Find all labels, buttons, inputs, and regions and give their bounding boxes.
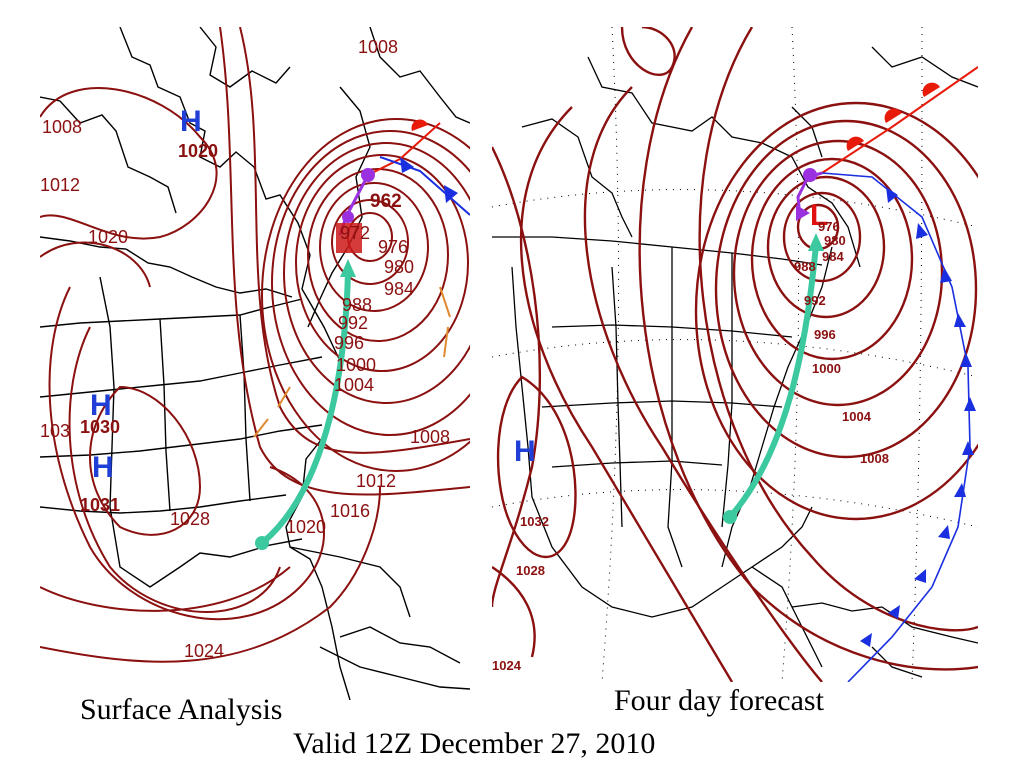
forecast-warm-front [821,66,978,174]
isobar-label: 1004 [842,409,872,424]
isobar-label: 1008 [42,117,82,137]
forecast-cold-front [821,172,971,682]
track-start-dot [255,536,269,550]
high-center-h-symbol: H [92,451,114,484]
warm-front-bump [846,136,864,151]
left-isobar-labels: 1008 1012 1020 1008 1024 1028 1020 1016 … [40,37,450,661]
track-arrowhead [340,259,356,277]
four-day-forecast-caption: Four day forecast [614,684,824,717]
isobar-label: 1016 [330,501,370,521]
left-coastlines [40,27,470,700]
cold-front-tooth [914,569,926,583]
forecast-fronts [796,66,978,682]
cold-front-tooth [860,633,872,647]
cold-front-tooth [400,157,414,173]
warm-front-bump [884,108,902,123]
track-arrowhead [808,233,824,251]
isobar-label: 992 [804,293,826,308]
isobar-label: 976 [378,237,408,257]
high-center-h-symbol: H [514,435,536,468]
forecast-coastlines [492,46,978,678]
high-pressure-label: 1031 [80,495,120,515]
occluded-front-bump [361,168,375,182]
low-center-l-symbol: L [810,199,828,232]
isobar-label: 980 [824,233,846,248]
isobar-label: 992 [338,313,368,333]
surface-analysis-map: H 1020 H 1030 H 1031 1008 1012 1020 1008… [40,27,470,700]
isobar-label: 976 [818,219,840,234]
four-day-forecast-map: H L 976 980 984 988 992 996 1000 1004 10… [492,27,978,682]
isobar-label: 1008 [358,37,398,57]
isobar-label: 1000 [812,361,841,376]
forecast-isobar-labels: 976 980 984 988 992 996 1000 1004 1008 1… [492,219,889,673]
cold-front-tooth [888,605,900,619]
cold-front-tooth [940,267,952,283]
valid-time-caption: Valid 12Z December 27, 2010 [293,727,656,760]
left-warm-front [367,122,441,176]
forecast-storm-track [723,233,824,524]
isobar-label: 984 [384,279,414,299]
isobar-label: 1012 [40,175,80,195]
cold-front-tooth [916,223,928,239]
isobar-label: 1012 [356,471,396,491]
isobar-label: 996 [814,327,836,342]
isobar-label: 1024 [184,641,224,661]
isobar-label: 1000 [336,355,376,375]
isobar-label: 1008 [410,427,450,447]
forecast-graticule [492,27,978,682]
isobar-label: 1020 [286,517,326,537]
left-trough [253,286,451,438]
isobar-label: 962 [370,191,402,212]
isobar-label: 988 [794,259,816,274]
high-pressure-label: 1020 [178,141,218,161]
left-storm-track [255,259,356,550]
forecast-isobars [492,27,978,682]
cold-front-tooth [964,397,976,411]
isobar-label: 1028 [170,509,210,529]
high-center-h-symbol: H [90,389,112,422]
cold-front-tooth [960,353,972,367]
warm-front-bump [411,119,428,131]
cold-front-tooth [954,483,966,497]
left-isobars [40,27,470,663]
isobar-label: 988 [342,295,372,315]
cold-front-tooth [954,313,966,327]
occluded-front-tooth [796,205,810,221]
isobar-label: 1028 [516,563,545,578]
isobar-label: 996 [334,333,364,353]
isobar-label: 1020 [88,227,128,247]
high-pressure-label: 1030 [80,417,120,437]
high-center-h-symbol: H [180,105,202,138]
cold-front-tooth [938,525,950,539]
isobar-label: 1004 [334,375,374,395]
occluded-front-bump [342,211,354,223]
surface-analysis-svg: H 1020 H 1030 H 1031 1008 1012 1020 1008… [40,27,470,700]
cold-front-tooth [444,185,458,203]
warm-front-bump [922,82,940,97]
left-low-center [336,223,362,253]
track-start-dot [723,510,737,524]
left-cold-front [379,156,470,216]
isobar-label: 103 [40,421,70,441]
isobar-label: 1008 [860,451,889,466]
forecast-svg: H L 976 980 984 988 992 996 1000 1004 10… [492,27,978,682]
isobar-label: 972 [340,223,370,243]
cold-front-tooth [962,441,974,455]
isobar-label: 1032 [520,514,549,529]
isobar-label: 980 [384,257,414,277]
surface-analysis-caption: Surface Analysis [80,693,283,726]
isobar-label: 984 [822,249,844,264]
isobar-label: 1024 [492,658,522,673]
occluded-front-bump [803,168,817,182]
cold-front-tooth [886,187,898,203]
